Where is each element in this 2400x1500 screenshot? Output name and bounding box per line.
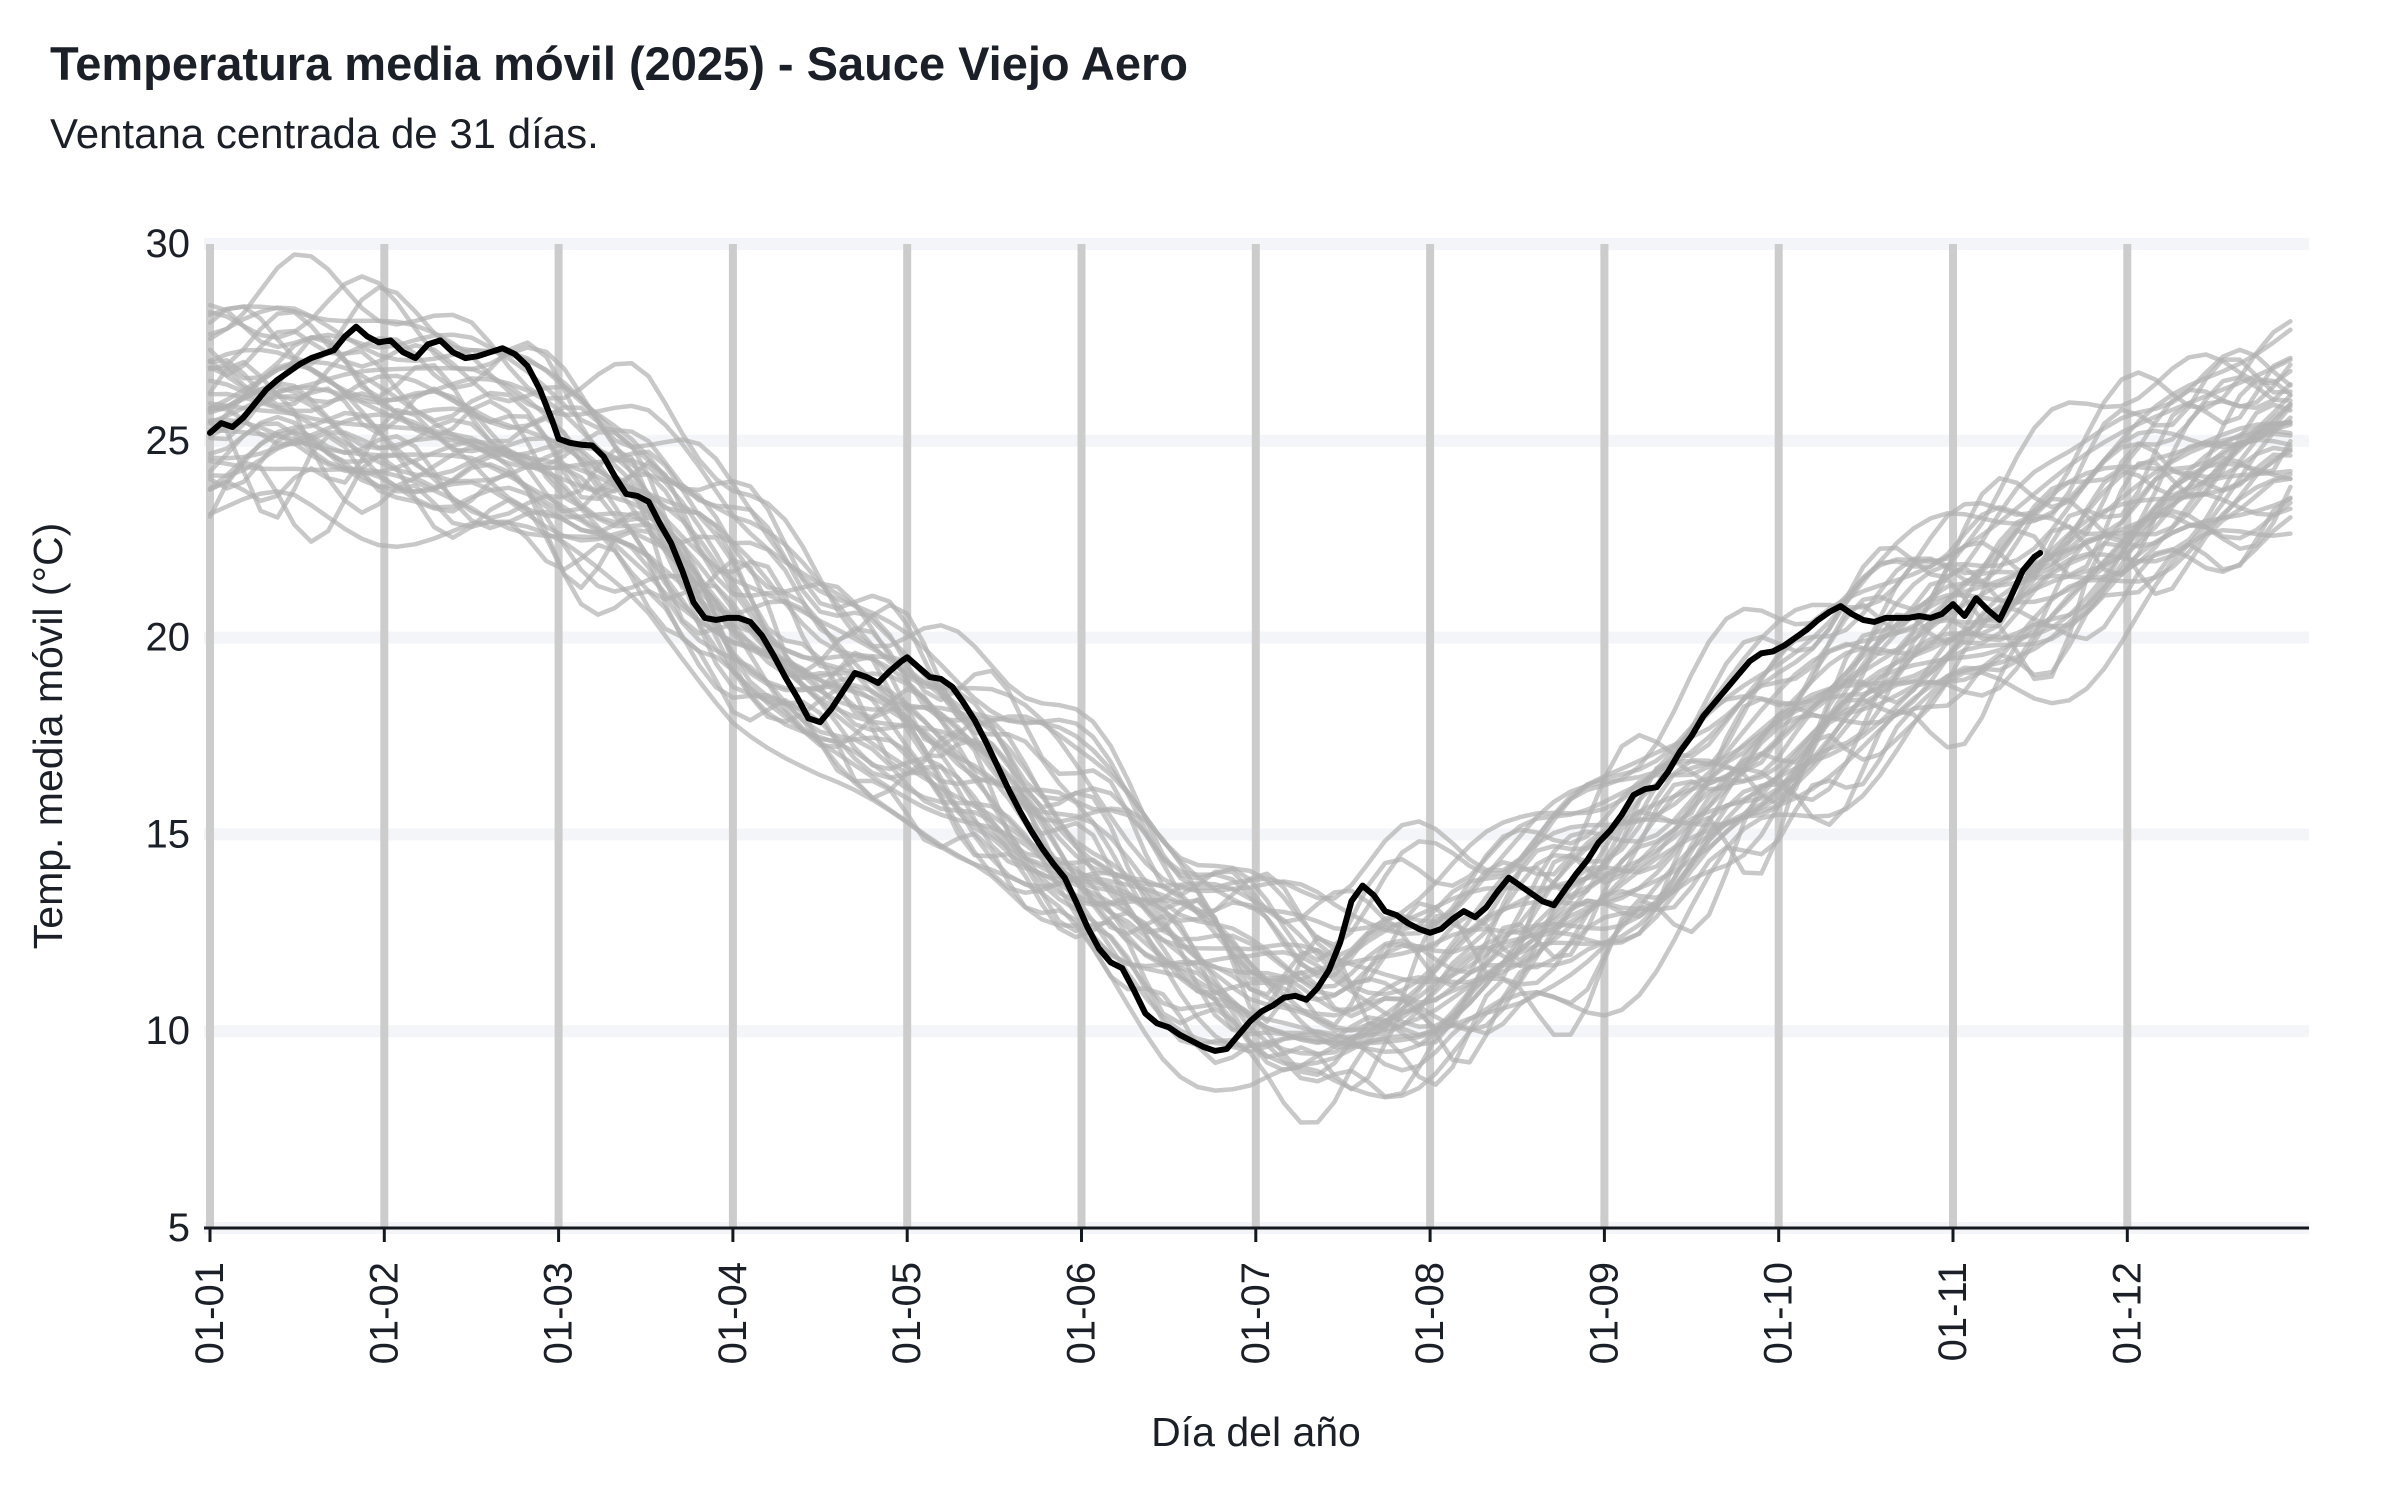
- gridline-v-01-11: [1949, 244, 1957, 1228]
- chart-subtitle: Ventana centrada de 31 días.: [50, 110, 599, 157]
- ensemble-line: [207, 274, 2293, 948]
- series-2025: [207, 323, 2044, 1054]
- x-tick-labels: 01-01 01-02 01-03 01-04 01-05 01-06 01-07 01-08…: [188, 1262, 2149, 1364]
- x-tick-label-01-11: 01-11: [1931, 1262, 1975, 1361]
- x-tick-label-01-09: 01-09: [1582, 1262, 1626, 1364]
- x-tick-label-01-06: 01-06: [1060, 1262, 1104, 1364]
- gridline-v-01-03: [554, 244, 563, 1228]
- y-axis-title: Temp. media móvil (°C): [25, 523, 71, 949]
- gridline-v-01-05: [903, 244, 912, 1228]
- x-tick-label-01-08: 01-08: [1408, 1262, 1452, 1364]
- gridline-v-01-06: [1077, 244, 1086, 1228]
- ensemble-line: [207, 394, 2293, 1033]
- x-axis-title: Día del año: [1151, 1409, 1361, 1455]
- vertical-gridlines: [206, 244, 2132, 1228]
- ensemble-line: [207, 392, 2293, 1034]
- x-tick-label-01-12: 01-12: [2105, 1262, 2149, 1364]
- ensemble-line: [207, 391, 2293, 1033]
- y-tick-label-5: 5: [168, 1206, 190, 1250]
- gridline-v-01-09: [1600, 244, 1609, 1228]
- ensemble-line: [207, 349, 2293, 998]
- ensemble-line: [207, 453, 2293, 1125]
- gridline-v-01-07: [1251, 244, 1260, 1228]
- x-axis: [204, 1226, 2309, 1242]
- y-tick-labels: 30 25 20 15 10 5: [146, 222, 191, 1250]
- gridline-v-01-12: [2123, 244, 2132, 1228]
- x-tick-label-01-10: 01-10: [1757, 1262, 1801, 1364]
- y-tick-label-20: 20: [146, 616, 191, 660]
- x-tick-label-01-03: 01-03: [537, 1262, 581, 1364]
- y-tick-label-10: 10: [146, 1009, 191, 1053]
- x-tick-label-01-07: 01-07: [1234, 1262, 1278, 1364]
- chart-title: Temperatura media móvil (2025) - Sauce V…: [50, 37, 1189, 90]
- ensemble-line: [207, 414, 2293, 1073]
- ensemble-line: [207, 302, 2293, 932]
- ensemble-line: [207, 412, 2293, 1057]
- gridline-v-01-02: [380, 244, 389, 1228]
- y-tick-label-30: 30: [146, 222, 191, 266]
- series-2025-line: [207, 323, 2044, 1054]
- y-tick-label-25: 25: [146, 419, 191, 463]
- x-tick-label-01-02: 01-02: [362, 1262, 406, 1364]
- y-tick-label-15: 15: [146, 812, 191, 856]
- ensemble-line: [207, 304, 2293, 933]
- ensemble-line: [207, 466, 2293, 1099]
- gridline-v-01-01: [206, 244, 214, 1228]
- gridline-v-01-04: [728, 244, 737, 1228]
- ensemble-line: [207, 360, 2293, 990]
- historical-year-lines: [207, 252, 2293, 1125]
- ensemble-line: [207, 401, 2293, 1029]
- x-tick-label-01-05: 01-05: [885, 1262, 929, 1364]
- x-tick-label-01-01: 01-01: [188, 1262, 232, 1364]
- x-tick-label-01-04: 01-04: [711, 1262, 755, 1364]
- gridline-v-01-08: [1426, 244, 1435, 1228]
